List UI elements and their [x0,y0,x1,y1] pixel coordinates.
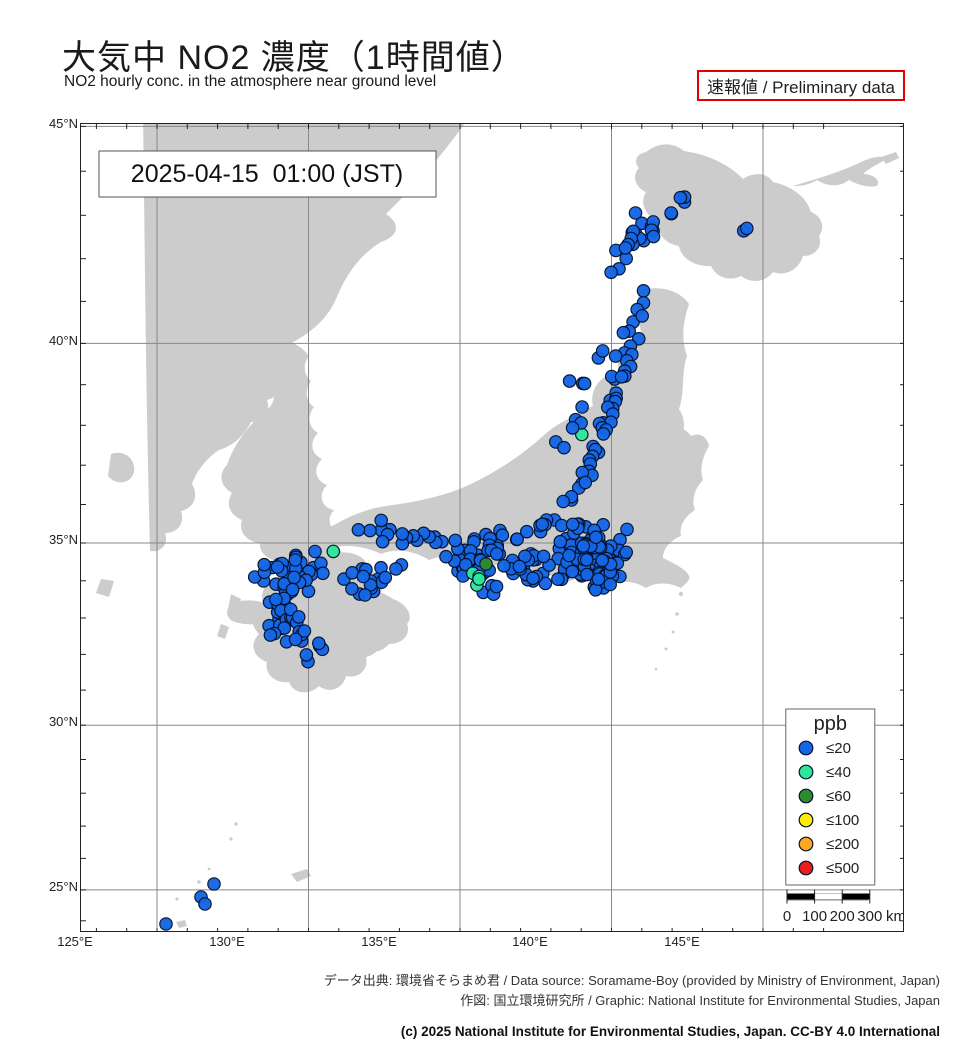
svg-text:100: 100 [802,908,827,925]
svg-text:≤60: ≤60 [826,788,851,805]
svg-text:200: 200 [830,908,855,925]
svg-text:300: 300 [857,908,882,925]
svg-text:≤40: ≤40 [826,764,851,781]
svg-text:≤500: ≤500 [826,860,859,877]
svg-text:≤20: ≤20 [826,740,851,757]
svg-text:2025-04-15 01:00 (JST): 2025-04-15 01:00 (JST) [131,160,403,188]
svg-text:≤100: ≤100 [826,812,859,829]
svg-text:km: km [886,908,904,925]
svg-text:ppb: ppb [814,713,847,735]
svg-text:≤200: ≤200 [826,836,859,853]
svg-text:0: 0 [783,908,791,925]
